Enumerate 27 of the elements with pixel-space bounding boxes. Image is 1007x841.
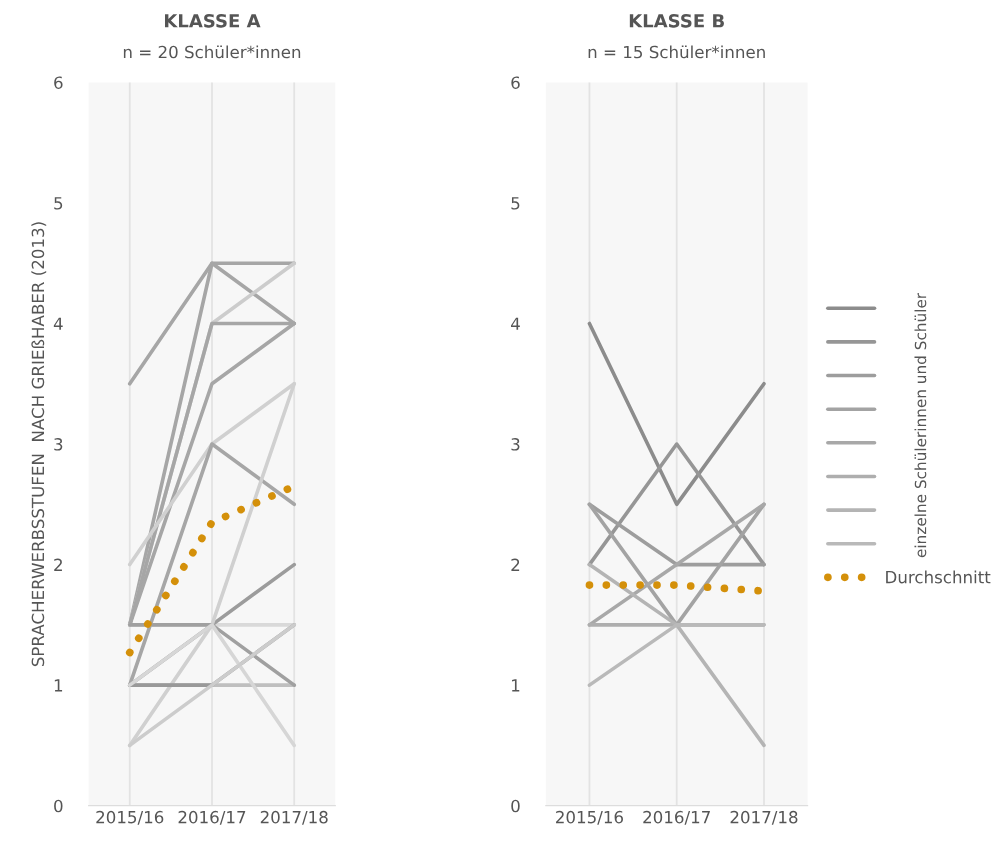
y-tick-label: 5 bbox=[511, 197, 520, 210]
y-tick-label: 1 bbox=[512, 679, 520, 692]
y-tick-label: 3 bbox=[54, 438, 63, 451]
y-tick-label: 6 bbox=[54, 76, 63, 89]
y-axis-title: SPRACHERWERBSSTUFEN NACH GRIEßHABER (2013) bbox=[31, 222, 47, 667]
y-tick-label: 0 bbox=[511, 799, 520, 813]
y-tick-label: 2 bbox=[54, 558, 62, 571]
y-tick-label: 6 bbox=[511, 76, 520, 89]
x-tick-label: 2015/16 bbox=[556, 810, 623, 825]
y-tick-label: 3 bbox=[511, 438, 520, 451]
legend-label: Durchschnitt bbox=[886, 570, 991, 584]
chart-subtitle: n = 20 Schüler*innen bbox=[123, 45, 301, 59]
y-tick-label: 1 bbox=[54, 679, 63, 692]
y-tick-label: 4 bbox=[511, 317, 520, 330]
y-tick-label: 4 bbox=[53, 317, 63, 330]
y-tick-label: 5 bbox=[54, 197, 63, 210]
x-tick-label: 2016/17 bbox=[643, 810, 710, 825]
x-tick-label: 2016/17 bbox=[178, 810, 246, 825]
x-tick-label: 2017/18 bbox=[260, 810, 328, 825]
x-tick-label: 2017/18 bbox=[730, 810, 798, 825]
y-tick-label: 0 bbox=[54, 799, 63, 813]
x-tick-label: 2015/16 bbox=[96, 810, 164, 825]
chart-title: KLASSE A bbox=[165, 13, 261, 28]
y-tick-label: 2 bbox=[511, 558, 520, 571]
chart-subtitle: n = 15 Schüler*innen bbox=[588, 45, 765, 59]
legend-title: einzelne Schülerinnen und Schüler bbox=[914, 292, 927, 558]
chart-title: KLASSE B bbox=[629, 13, 724, 28]
